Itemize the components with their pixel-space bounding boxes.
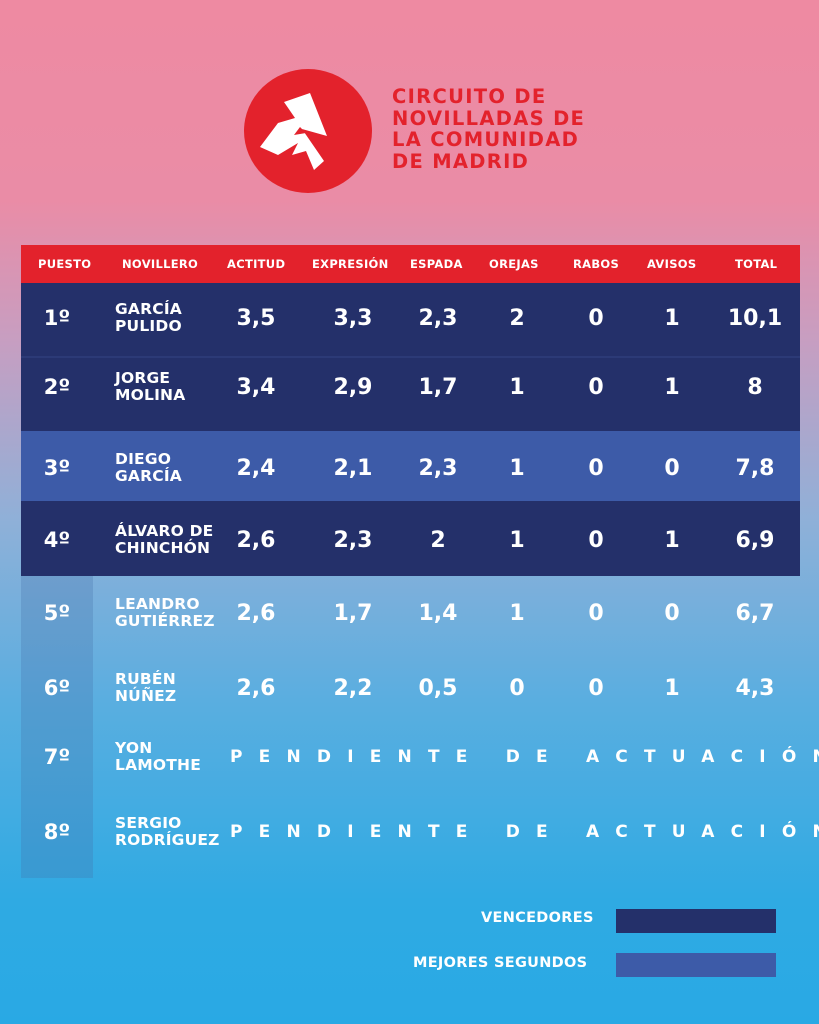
puesto-cell: 4º xyxy=(43,528,71,552)
header-orejas: OREJAS xyxy=(489,257,539,271)
puesto-cell: 6º xyxy=(43,676,71,700)
rabos-cell: 0 xyxy=(588,305,604,331)
rabos-cell: 0 xyxy=(588,600,604,626)
total-cell: 7,8 xyxy=(735,455,775,481)
puesto-cell: 5º xyxy=(43,601,71,625)
novillero-name: YON LAMOTHE xyxy=(115,738,202,774)
total-cell: 4,3 xyxy=(735,675,775,701)
expresion-cell: 2,2 xyxy=(333,675,373,701)
novillero-cell: LEANDRO GUTIÉRREZ xyxy=(115,578,235,648)
header-expresion: EXPRESIÓN xyxy=(312,257,389,271)
rabos-cell: 0 xyxy=(588,374,604,400)
expresion-cell: 3,3 xyxy=(333,305,373,331)
brand-title: CIRCUITO DE NOVILLADAS DE LA COMUNIDAD D… xyxy=(392,86,585,172)
vencedores-band xyxy=(21,501,800,576)
espada-cell: 1,4 xyxy=(418,600,458,626)
total-cell: 6,9 xyxy=(735,527,775,553)
expresion-cell: 2,9 xyxy=(333,374,373,400)
brand-title-line: DE MADRID xyxy=(392,149,530,173)
actitud-cell: 2,6 xyxy=(236,527,276,553)
header-actitud: ACTITUD xyxy=(227,257,286,271)
puesto-cell: 7º xyxy=(43,745,71,769)
expresion-cell: 1,7 xyxy=(333,600,373,626)
novillero-name: SERGIO RODRÍGUEZ xyxy=(115,813,220,849)
table-row: 6º RUBÉN NÚÑEZ 2,6 2,2 0,5 0 0 1 4,3 xyxy=(0,653,819,723)
brand-title-line: LA COMUNIDAD xyxy=(392,128,580,151)
legend-label-mejores-segundos: MEJORES SEGUNDOS xyxy=(413,955,588,971)
novillero-cell: RUBÉN NÚÑEZ xyxy=(115,653,235,723)
novillero-cell: JORGE MOLINA xyxy=(115,352,235,422)
avisos-cell: 1 xyxy=(664,675,680,701)
actitud-cell: 2,6 xyxy=(236,675,276,701)
novillero-cell: DIEGO GARCÍA xyxy=(115,433,235,503)
novillero-cell: YON LAMOTHE xyxy=(115,722,235,792)
brand-title-line: NOVILLADAS DE xyxy=(392,106,586,130)
espada-cell: 2,3 xyxy=(418,305,458,331)
table-row: 4º ÁLVARO DE CHINCHÓN 2,6 2,3 2 1 0 1 6,… xyxy=(0,505,819,575)
espada-cell: 0,5 xyxy=(418,675,458,701)
legend-swatch-mejores-segundos xyxy=(616,953,776,977)
actitud-cell: 3,5 xyxy=(236,305,276,331)
novillero-name: ÁLVARO DE CHINCHÓN xyxy=(115,521,214,557)
rabos-cell: 0 xyxy=(588,455,604,481)
header-rabos: RABOS xyxy=(573,257,620,271)
avisos-cell: 0 xyxy=(664,600,680,626)
novillero-name: DIEGO GARCÍA xyxy=(115,449,182,485)
actitud-cell: 2,4 xyxy=(236,455,276,481)
header-avisos: AVISOS xyxy=(647,257,697,271)
puesto-cell: 1º xyxy=(43,306,71,330)
orejas-cell: 1 xyxy=(509,527,525,553)
orejas-cell: 2 xyxy=(509,305,525,331)
orejas-cell: 1 xyxy=(509,374,525,400)
row-divider xyxy=(21,356,800,358)
puesto-cell: 8º xyxy=(43,820,71,844)
table-row: 5º LEANDRO GUTIÉRREZ 2,6 1,7 1,4 1 0 0 6… xyxy=(0,578,819,648)
rabos-cell: 0 xyxy=(588,527,604,553)
novillero-name: LEANDRO GUTIÉRREZ xyxy=(115,594,215,630)
novillero-cell: GARCÍA PULIDO xyxy=(115,283,235,353)
espada-cell: 2,3 xyxy=(418,455,458,481)
header-puesto: PUESTO xyxy=(38,257,92,271)
novillero-name: JORGE MOLINA xyxy=(115,368,186,404)
avisos-cell: 1 xyxy=(664,527,680,553)
table-row: 1º GARCÍA PULIDO 3,5 3,3 2,3 2 0 1 10,1 xyxy=(0,283,819,353)
novillero-cell: SERGIO RODRÍGUEZ xyxy=(115,797,235,867)
novillero-name: RUBÉN NÚÑEZ xyxy=(115,669,177,705)
espada-cell: 1,7 xyxy=(418,374,458,400)
total-cell: 6,7 xyxy=(735,600,775,626)
header-novillero: NOVILLERO xyxy=(122,257,199,271)
table-header: PUESTO NOVILLERO ACTITUD EXPRESIÓN ESPAD… xyxy=(21,245,800,283)
legend-swatch-vencedores xyxy=(616,909,776,933)
circuit-s-logo-icon xyxy=(244,69,372,193)
actitud-cell: 3,4 xyxy=(236,374,276,400)
avisos-cell: 0 xyxy=(664,455,680,481)
total-cell: 8 xyxy=(747,374,763,400)
novillero-cell: ÁLVARO DE CHINCHÓN xyxy=(115,505,235,575)
orejas-cell: 1 xyxy=(509,455,525,481)
orejas-cell: 1 xyxy=(509,600,525,626)
novillero-name: GARCÍA PULIDO xyxy=(115,299,182,335)
table-row: 7º YON LAMOTHE PENDIENTE DE ACTUACIÓN xyxy=(0,722,819,792)
avisos-cell: 1 xyxy=(664,305,680,331)
total-cell: 10,1 xyxy=(727,305,783,331)
mejores-segundos-band xyxy=(21,431,800,501)
avisos-cell: 1 xyxy=(664,374,680,400)
legend-label-vencedores: VENCEDORES xyxy=(481,910,594,926)
brand-title-line: CIRCUITO DE xyxy=(392,85,547,108)
header-espada: ESPADA xyxy=(410,257,463,271)
expresion-cell: 2,3 xyxy=(333,527,373,553)
header-total: TOTAL xyxy=(735,257,778,271)
table-row: 8º SERGIO RODRÍGUEZ PENDIENTE DE ACTUACI… xyxy=(0,797,819,867)
orejas-cell: 0 xyxy=(509,675,525,701)
actitud-cell: 2,6 xyxy=(236,600,276,626)
table-row: 2º JORGE MOLINA 3,4 2,9 1,7 1 0 1 8 xyxy=(0,352,819,422)
puesto-cell: 3º xyxy=(43,456,71,480)
pending-status: PENDIENTE DE ACTUACIÓN xyxy=(230,822,819,842)
espada-cell: 2 xyxy=(430,527,446,553)
pending-status: PENDIENTE DE ACTUACIÓN xyxy=(230,747,819,767)
puesto-cell: 2º xyxy=(43,375,71,399)
table-row: 3º DIEGO GARCÍA 2,4 2,1 2,3 1 0 0 7,8 xyxy=(0,433,819,503)
expresion-cell: 2,1 xyxy=(333,455,373,481)
rabos-cell: 0 xyxy=(588,675,604,701)
